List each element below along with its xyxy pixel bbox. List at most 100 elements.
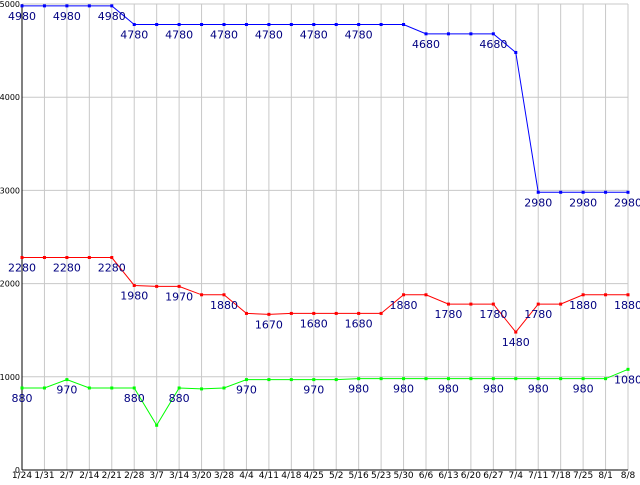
data-point [177,386,181,390]
data-point [536,377,540,381]
x-tick-label: 2/14 [79,471,99,480]
data-point [267,312,271,316]
data-label: 1670 [255,318,283,331]
data-point [200,387,204,391]
data-point [357,311,361,315]
data-label: 4680 [479,38,507,51]
data-point [20,256,24,260]
data-label: 1680 [345,317,373,330]
data-point [581,293,585,297]
data-point [536,190,540,194]
data-point [244,378,248,382]
data-point [42,386,46,390]
x-tick-label: 4/4 [239,471,254,480]
x-tick-label: 6/13 [438,471,458,480]
y-tick-label: 1000 [0,373,20,382]
x-tick-label: 4/11 [259,471,279,480]
data-point [289,378,293,382]
data-point [42,256,46,260]
data-point [559,190,563,194]
data-label: 2280 [53,262,81,275]
x-tick-label: 3/28 [214,471,234,480]
data-point [626,367,630,371]
data-point [379,23,383,27]
data-point [604,293,608,297]
data-point [177,23,181,27]
data-label: 980 [348,383,369,396]
series-line [22,257,628,333]
data-point [514,50,518,54]
data-point [42,4,46,8]
data-point [289,311,293,315]
data-point [514,377,518,381]
data-point [132,23,136,27]
data-label: 4780 [120,29,148,42]
data-point [469,377,473,381]
data-point [312,23,316,27]
data-label: 880 [169,392,190,405]
y-tick-label: 3000 [0,186,20,195]
x-tick-label: 3/14 [169,471,189,480]
data-label: 4980 [98,10,126,23]
y-tick-label: 4000 [0,93,20,102]
data-point [87,4,91,8]
data-point [200,23,204,27]
data-point [289,23,293,27]
data-point [244,23,248,27]
data-label: 980 [573,383,594,396]
data-label: 880 [124,392,145,405]
data-point [357,377,361,381]
data-label: 1680 [300,317,328,330]
data-point [222,23,226,27]
data-label: 1780 [479,308,507,321]
data-point [200,293,204,297]
data-label: 880 [12,392,33,405]
series-line [22,368,629,427]
data-point [155,23,159,27]
data-point [514,330,518,334]
x-tick-label: 5/2 [329,471,343,480]
data-point [424,377,428,381]
x-tick-label: 3/7 [149,471,163,480]
data-label: 2280 [98,262,126,275]
data-point [379,377,383,381]
data-point [604,190,608,194]
data-label: 980 [528,383,549,396]
data-point [244,311,248,315]
data-point [446,377,450,381]
data-point [87,256,91,260]
data-point [334,378,338,382]
data-point [87,386,91,390]
data-point [402,293,406,297]
data-point [581,377,585,381]
data-point [20,4,24,8]
data-point [222,386,226,390]
y-tick-label: 0 [15,466,20,475]
x-tick-label: 2/7 [60,471,74,480]
data-point [20,386,24,390]
x-tick-label: 2/21 [102,471,122,480]
data-point [379,311,383,315]
data-label: 970 [303,384,324,397]
data-point [402,23,406,27]
x-tick-label: 6/6 [419,471,434,480]
data-point [110,4,114,8]
data-point [65,4,69,8]
x-tick-label: 5/16 [349,471,369,480]
x-tick-label: 7/11 [528,471,548,480]
data-label: 4680 [412,38,440,51]
data-label: 4980 [53,10,81,23]
data-point [267,378,271,382]
data-point [132,386,136,390]
x-tick-label: 7/18 [551,471,571,480]
y-tick-label: 5000 [0,0,20,9]
data-point [491,302,495,306]
data-point [312,311,316,315]
data-point [177,284,181,288]
data-label: 980 [483,383,504,396]
data-label: 970 [236,384,257,397]
data-label: 2980 [569,196,597,209]
data-label: 1880 [390,299,418,312]
x-tick-label: 5/30 [393,471,413,480]
